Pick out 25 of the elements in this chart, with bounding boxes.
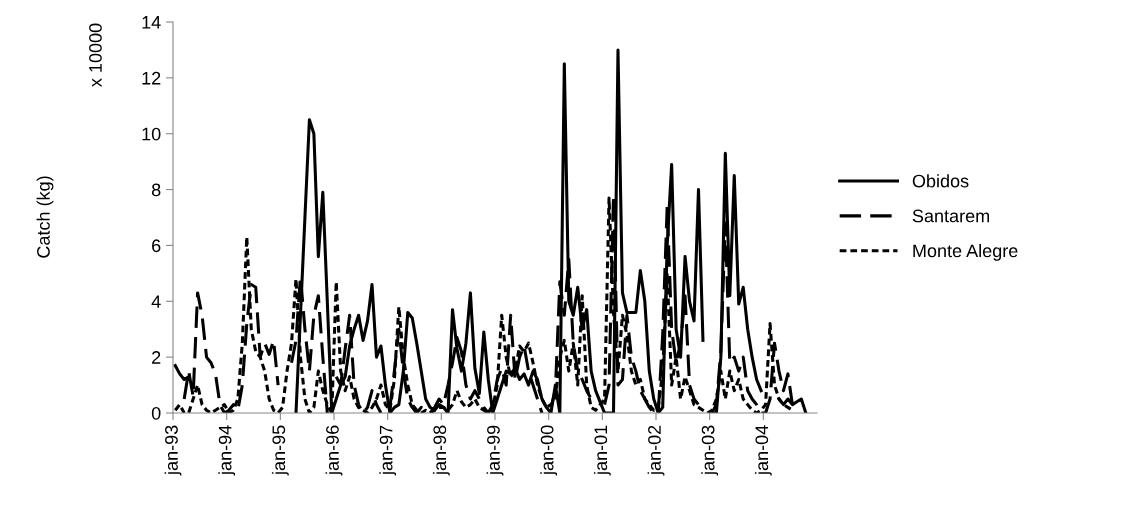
y-tick-label: 6	[152, 239, 161, 253]
text: x 10000	[89, 23, 102, 87]
y-tick-label: 0	[151, 406, 161, 420]
y-tick-label: 14	[142, 16, 161, 29]
x-tick-label: jan-04	[754, 425, 772, 476]
x-tick-label: jan-97	[379, 425, 397, 476]
y-tick-label: 2	[152, 351, 161, 364]
y-axis-title: Catch (kg)	[36, 176, 54, 258]
x-tick-label: jan-95	[271, 425, 289, 476]
legend-label: Monte Alegre	[913, 243, 1018, 261]
x-tick-label: jan-01	[593, 425, 611, 476]
y-tick-label: 10	[142, 127, 161, 141]
x-tick-label: jan-02	[647, 425, 665, 476]
x-tick-label: jan-98	[432, 425, 450, 476]
x-tick-label: jan-96	[325, 425, 343, 476]
x-tick-label: jan-99	[486, 425, 504, 476]
x-tick-label: jan-94	[218, 425, 236, 476]
x-tick-label: jan-93	[164, 425, 182, 476]
y-tick-label: 8	[151, 183, 161, 197]
x-tick-label: jan-00	[540, 425, 558, 476]
y-tick-label: 12	[142, 71, 161, 85]
legend-label: Santarem	[912, 209, 989, 223]
y-tick-label: 4	[151, 295, 161, 308]
x-tick-label: jan-03	[701, 425, 719, 476]
legend-label: Obidos	[912, 174, 969, 188]
